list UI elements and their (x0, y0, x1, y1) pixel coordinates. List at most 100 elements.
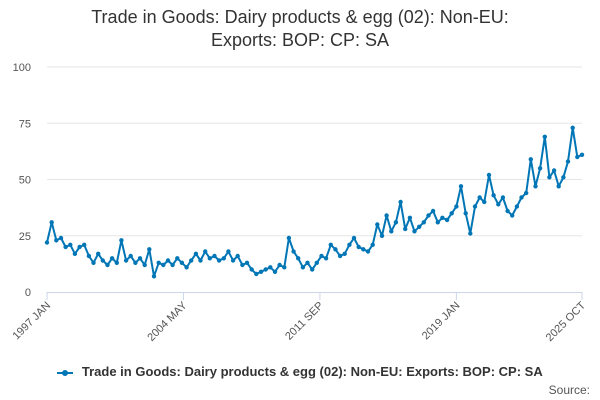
data-point[interactable] (254, 271, 259, 277)
data-point[interactable] (272, 269, 278, 274)
data-point[interactable] (212, 253, 217, 259)
data-point[interactable] (407, 215, 413, 220)
data-point[interactable] (249, 267, 254, 272)
data-point[interactable] (82, 242, 87, 247)
data-point[interactable] (379, 233, 385, 238)
data-point[interactable] (440, 215, 445, 220)
data-point[interactable] (100, 258, 106, 263)
legend[interactable]: Trade in Goods: Dairy products & egg (02… (0, 364, 600, 379)
data-point[interactable] (342, 251, 347, 256)
data-point[interactable] (463, 211, 468, 216)
data-point[interactable] (244, 260, 250, 265)
data-point[interactable] (449, 211, 454, 216)
data-point[interactable] (575, 154, 580, 160)
data-point[interactable] (333, 247, 338, 252)
data-point[interactable] (444, 217, 450, 223)
data-point[interactable] (435, 220, 440, 225)
data-point[interactable] (240, 262, 245, 268)
data-point[interactable] (263, 267, 268, 272)
data-point[interactable] (203, 249, 208, 254)
data-point[interactable] (477, 195, 482, 200)
data-point[interactable] (193, 251, 199, 256)
data-point[interactable] (282, 265, 287, 270)
data-point[interactable] (277, 262, 282, 268)
data-point[interactable] (486, 172, 492, 178)
data-point[interactable] (68, 242, 73, 247)
data-point[interactable] (561, 175, 566, 180)
data-point[interactable] (314, 260, 319, 265)
data-point[interactable] (91, 260, 96, 265)
data-point[interactable] (235, 253, 240, 259)
data-point[interactable] (300, 265, 306, 270)
data-point[interactable] (375, 222, 380, 227)
data-point[interactable] (114, 260, 120, 265)
data-point[interactable] (482, 199, 487, 205)
data-point[interactable] (226, 249, 231, 254)
data-point[interactable] (533, 184, 538, 189)
data-point[interactable] (542, 134, 547, 139)
data-point[interactable] (58, 235, 64, 241)
data-point[interactable] (137, 256, 143, 261)
data-point[interactable] (417, 224, 422, 229)
data-point[interactable] (161, 262, 166, 268)
data-point[interactable] (370, 242, 375, 247)
data-point[interactable] (207, 256, 212, 261)
data-point[interactable] (328, 242, 333, 247)
data-point[interactable] (286, 235, 292, 241)
data-point[interactable] (551, 168, 557, 173)
data-point[interactable] (175, 256, 180, 261)
data-point[interactable] (528, 157, 533, 162)
data-point[interactable] (412, 229, 417, 234)
data-point[interactable] (337, 253, 343, 259)
data-point[interactable] (216, 258, 222, 263)
data-point[interactable] (123, 258, 129, 263)
data-point[interactable] (356, 244, 361, 250)
data-point[interactable] (44, 240, 50, 245)
data-point[interactable] (86, 253, 92, 259)
data-point[interactable] (184, 265, 189, 270)
data-point[interactable] (398, 199, 403, 205)
data-point[interactable] (389, 229, 394, 234)
data-point[interactable] (165, 258, 171, 263)
data-point[interactable] (510, 213, 515, 218)
data-point[interactable] (323, 256, 329, 261)
data-point[interactable] (500, 195, 506, 200)
data-point[interactable] (119, 238, 124, 243)
data-point[interactable] (72, 251, 78, 256)
data-point[interactable] (147, 247, 152, 252)
data-point[interactable] (198, 258, 203, 263)
data-point[interactable] (268, 265, 273, 270)
data-point[interactable] (537, 166, 543, 171)
data-point[interactable] (393, 220, 399, 225)
data-point[interactable] (565, 159, 571, 164)
data-point[interactable] (458, 184, 464, 189)
data-point[interactable] (496, 202, 501, 207)
data-point[interactable] (524, 190, 529, 196)
data-point[interactable] (347, 242, 352, 247)
data-point[interactable] (221, 256, 226, 261)
data-point[interactable] (296, 256, 301, 261)
data-point[interactable] (361, 247, 366, 252)
data-point[interactable] (403, 226, 408, 232)
data-point[interactable] (514, 204, 520, 209)
source-credit[interactable]: Source: (548, 383, 590, 397)
data-point[interactable] (430, 208, 436, 214)
data-point[interactable] (128, 253, 133, 259)
data-point[interactable] (77, 244, 82, 250)
data-point[interactable] (454, 204, 459, 209)
data-point[interactable] (505, 208, 510, 214)
data-point[interactable] (156, 260, 161, 265)
data-point[interactable] (105, 262, 110, 268)
data-point[interactable] (421, 220, 426, 225)
data-point[interactable] (305, 260, 310, 265)
data-point[interactable] (426, 213, 431, 218)
data-point[interactable] (49, 220, 54, 225)
data-point[interactable] (579, 152, 585, 157)
data-point[interactable] (258, 269, 264, 274)
data-point[interactable] (54, 238, 59, 243)
data-point[interactable] (63, 244, 68, 250)
data-point[interactable] (179, 260, 185, 265)
data-point[interactable] (109, 256, 115, 261)
data-point[interactable] (365, 249, 371, 254)
data-point[interactable] (491, 193, 496, 198)
